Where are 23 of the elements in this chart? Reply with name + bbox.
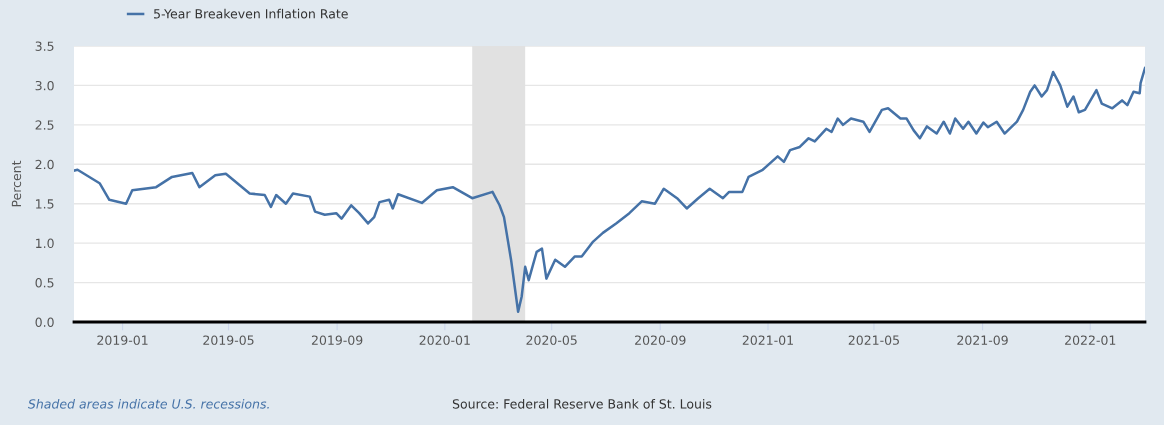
x-tick-label: 2019-05 — [203, 335, 254, 345]
y-tick-label: 3.0 — [35, 80, 54, 91]
y-axis-title: Percent — [11, 160, 22, 207]
x-tick-label: 2020-09 — [635, 335, 686, 345]
y-tick-label: 1.5 — [36, 199, 54, 209]
x-tick-label: 2021-09 — [957, 335, 1008, 345]
y-tick-label: 2.5 — [35, 120, 54, 130]
legend-label: 5-Year Breakeven Inflation Rate — [154, 8, 348, 19]
y-tick-label: 3.5 — [35, 41, 54, 51]
y-tick-label: 0.0 — [35, 317, 54, 327]
y-tick-label: 2.0 — [35, 159, 54, 170]
x-tick-label: 2019-09 — [311, 335, 363, 345]
y-tick-label: 1.0 — [36, 238, 54, 249]
x-tick-label: 2020-05 — [526, 335, 577, 345]
line-series — [74, 66, 1145, 313]
x-tick-label: 2019-01 — [97, 335, 148, 345]
x-tick-label: 2020-01 — [419, 335, 470, 345]
x-tick-label: 2022-01 — [1065, 335, 1116, 345]
x-tick-label: 2021-01 — [742, 335, 793, 345]
x-tick-label: 2021-05 — [848, 335, 899, 345]
y-tick-label: 0.5 — [35, 278, 54, 288]
source-note: Source: Federal Reserve Bank of St. Louis — [452, 398, 712, 409]
text: Shaded areas indicate U.S. recessions. — [28, 398, 269, 409]
